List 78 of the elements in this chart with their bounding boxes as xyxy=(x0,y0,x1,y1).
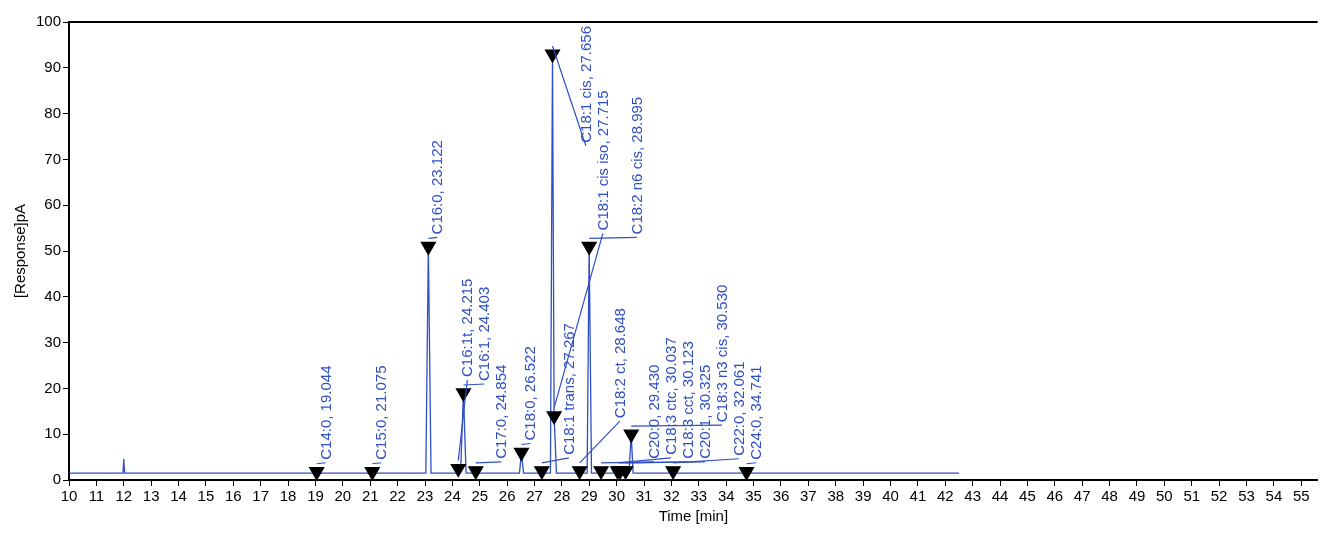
annotation: C18:2 n6 cis, 28.995 xyxy=(627,96,645,235)
y-tick-label: 60 xyxy=(44,195,62,213)
x-tick-label: 23 xyxy=(416,487,434,505)
annotation: C16:0, 23.122 xyxy=(428,140,446,235)
x-tick-label: 37 xyxy=(800,487,817,505)
x-tick-label: 15 xyxy=(197,487,215,505)
x-tick-label: 39 xyxy=(854,487,872,505)
x-tick-label: 29 xyxy=(580,487,598,505)
annotation: C16:1t, 24.215 xyxy=(458,278,476,377)
annotation: C24:0, 34.741 xyxy=(746,365,764,460)
x-tick-label: 10 xyxy=(60,487,78,505)
x-tick-label: 35 xyxy=(745,487,762,505)
x-tick-label: 54 xyxy=(1265,487,1283,505)
x-tick-label: 40 xyxy=(882,487,899,505)
x-tick-label: 26 xyxy=(498,487,516,505)
x-tick-label: 14 xyxy=(170,487,187,505)
x-tick-label: 36 xyxy=(772,487,790,505)
annotation: C18:2 ct, 28.648 xyxy=(610,308,628,419)
x-tick-label: 12 xyxy=(115,487,133,505)
x-tick-label: 32 xyxy=(663,487,680,505)
x-tick-label: 20 xyxy=(334,487,352,505)
y-tick-label: 40 xyxy=(44,286,62,304)
x-tick-label: 43 xyxy=(964,487,982,505)
x-tick-label: 55 xyxy=(1292,487,1310,505)
y-tick-label: 80 xyxy=(44,103,62,121)
annotation: C16:1, 24.403 xyxy=(475,286,493,381)
y-tick-label: 90 xyxy=(44,57,62,75)
annotation: C18:1 trans, 27.267 xyxy=(559,323,577,455)
x-tick-label: 34 xyxy=(717,487,735,505)
x-tick-label: 33 xyxy=(690,487,708,505)
x-tick-label: 25 xyxy=(471,487,489,505)
x-tick-label: 50 xyxy=(1156,487,1173,505)
x-tick-label: 47 xyxy=(1073,487,1091,505)
x-tick-label: 44 xyxy=(991,487,1009,505)
y-tick-label: 50 xyxy=(44,241,62,259)
annotation: C20:1, 30.325 xyxy=(695,364,713,459)
y-tick-label: 70 xyxy=(44,149,62,167)
x-tick-label: 21 xyxy=(361,487,379,505)
x-tick-label: 17 xyxy=(252,487,270,505)
x-axis-title: Time [min] xyxy=(658,507,729,525)
annotation: C17:0, 24.854 xyxy=(492,364,510,459)
annotation: C18:0, 26.522 xyxy=(521,346,539,441)
x-tick-label: 45 xyxy=(1019,487,1036,505)
x-tick-label: 46 xyxy=(1046,487,1064,505)
x-tick-label: 41 xyxy=(909,487,927,505)
x-tick-label: 16 xyxy=(224,487,242,505)
y-tick-label: 20 xyxy=(44,378,62,396)
x-tick-label: 11 xyxy=(88,487,105,505)
x-tick-label: 31 xyxy=(635,487,653,505)
x-tick-label: 42 xyxy=(936,487,954,505)
x-tick-label: 19 xyxy=(307,487,324,505)
y-axis-title: [Response]pA xyxy=(11,203,29,299)
x-tick-label: 48 xyxy=(1101,487,1118,505)
x-tick-label: 27 xyxy=(526,487,543,505)
y-tick-label: 10 xyxy=(44,424,62,442)
x-tick-label: 51 xyxy=(1183,487,1201,505)
x-tick-label: 24 xyxy=(444,487,461,505)
x-tick-label: 53 xyxy=(1238,487,1255,505)
x-tick-label: 13 xyxy=(142,487,160,505)
x-tick-label: 52 xyxy=(1210,487,1228,505)
y-tick-label: 100 xyxy=(36,12,62,30)
x-tick-label: 22 xyxy=(389,487,406,505)
annotation: C18:3 n3 cis, 30.530 xyxy=(712,284,730,423)
y-tick-label: 30 xyxy=(44,332,62,350)
x-tick-label: 28 xyxy=(553,487,571,505)
x-tick-label: 49 xyxy=(1128,487,1146,505)
annotation: C15:0, 21.075 xyxy=(372,365,390,460)
annotation: C14:0, 19.044 xyxy=(316,365,334,460)
y-tick-label: 0 xyxy=(52,470,62,488)
annotation: C20:0, 29.430 xyxy=(644,364,662,459)
x-tick-label: 38 xyxy=(827,487,845,505)
annotation: C18:1 cis, 27.656 xyxy=(576,25,594,143)
annotation: C18:3 cct, 30.123 xyxy=(678,341,696,459)
x-tick-label: 18 xyxy=(279,487,297,505)
x-tick-label: 30 xyxy=(608,487,626,505)
annotation: C22:0, 32.061 xyxy=(729,361,747,456)
annotation: C18:1 cis iso, 27.715 xyxy=(593,90,611,231)
annotation: C18:3 ctc, 30.037 xyxy=(661,337,679,455)
